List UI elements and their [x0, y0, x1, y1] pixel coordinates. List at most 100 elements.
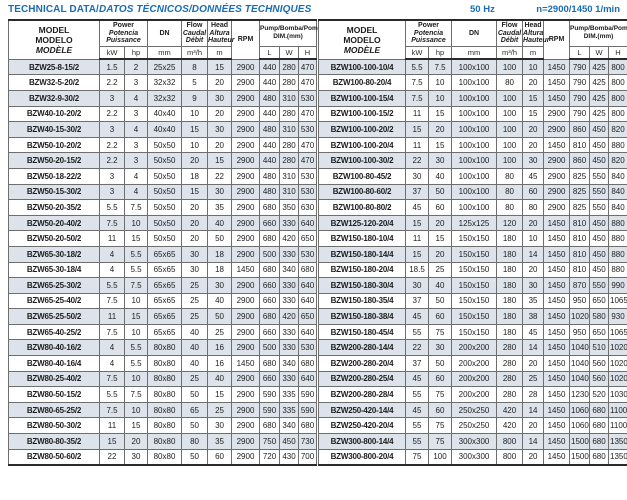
value-cell: 550 [589, 183, 610, 201]
value-cell: 1020 [608, 339, 627, 357]
value-cell: 280 [279, 105, 300, 123]
table-row: BZW150-180-14/4 15 20 150x150 180 14 1450 810 45… [318, 245, 627, 263]
value-cell: 1450 [543, 245, 571, 263]
col-rpm: RPM [231, 19, 261, 60]
table-row: BZW250-420-20/4 55 75 250x250 420 20 1450 1060 6… [318, 417, 627, 435]
value-cell: 11 [99, 230, 125, 247]
page-title-english: TECHNICAL DATA/ [8, 4, 99, 15]
value-cell: 22 [99, 448, 125, 466]
value-cell: 2 [123, 58, 149, 76]
table-row: BZW65-25-30/2 5.5 7.5 65x65 25 30 2900 660 330 64… [8, 277, 318, 294]
value-cell: 2900 [543, 105, 571, 123]
value-cell: 2900 [231, 152, 261, 169]
value-cell: 2900 [231, 136, 261, 154]
col-head-en: Head [524, 22, 542, 29]
model-cell: BZW65-30-18/2 [8, 245, 100, 263]
value-cell: 30 [207, 277, 233, 294]
col-model-es: MODELO [35, 34, 73, 45]
col-model: MODEL MODELO MODÈLE [8, 19, 100, 60]
col-dim-line2: DIM.(mm) [273, 33, 303, 41]
value-cell: 550 [589, 277, 610, 294]
unit-hp: hp [123, 45, 149, 61]
value-cell: 45 [522, 323, 545, 341]
value-cell: 15 [522, 89, 545, 107]
value-cell: 60 [427, 370, 453, 388]
value-cell: 590 [298, 401, 318, 419]
value-cell: 14 [522, 433, 545, 450]
model-cell: BZW80-25-40/2 [8, 370, 100, 388]
value-cell: 75 [427, 417, 453, 435]
model-cell: BZW100-100-20/2 [318, 121, 406, 138]
value-cell: 2900 [543, 152, 571, 169]
col-power-en: Power [418, 22, 440, 29]
value-cell: 860 [569, 121, 591, 138]
value-cell: 2900 [231, 370, 261, 388]
table-row: BZW65-30-18/2 4 5.5 65x65 30 18 2900 500 330 530 [8, 245, 318, 263]
col-dn-label: DN [468, 29, 480, 37]
value-cell: 20 [181, 152, 209, 169]
value-cell: 2900 [543, 121, 571, 138]
value-cell: 880 [608, 136, 627, 154]
value-cell: 1450 [543, 448, 571, 466]
value-cell: 3 [99, 167, 125, 185]
value-cell: 1040 [569, 355, 591, 372]
value-cell: 1230 [569, 386, 591, 403]
value-cell: 790 [569, 105, 591, 123]
unit-mm: mm [451, 45, 498, 61]
value-cell: 825 [569, 183, 591, 201]
value-cell: 440 [259, 58, 281, 76]
value-cell: 530 [298, 245, 318, 263]
value-cell: 30 [123, 448, 149, 466]
value-cell: 2.2 [99, 105, 125, 123]
unit-kw: kW [99, 45, 125, 61]
value-cell: 14 [522, 245, 545, 263]
value-cell: 10 [123, 323, 149, 341]
value-cell: 120 [496, 214, 524, 232]
value-cell: 180 [496, 245, 524, 263]
value-cell: 660 [259, 370, 281, 388]
value-cell: 20 [522, 448, 545, 466]
value-cell: 1060 [569, 417, 591, 435]
value-cell: 420 [279, 230, 300, 247]
value-cell: 310 [279, 183, 300, 201]
value-cell: 2900 [231, 401, 261, 419]
value-cell: 4 [123, 89, 149, 107]
model-cell: BZW100-80-80/2 [318, 199, 406, 216]
value-cell: 2900 [231, 433, 261, 450]
value-cell: 60 [427, 199, 453, 216]
table-row: BZW100-80-60/2 37 50 100x100 80 60 2900 825 550 8… [318, 183, 627, 201]
model-cell: BZW100-100-15/4 [318, 89, 406, 107]
model-cell: BZW200-280-28/4 [318, 386, 406, 403]
value-cell: 480 [259, 89, 281, 107]
value-cell: 20 [522, 136, 545, 154]
value-cell: 100 [496, 121, 524, 138]
value-cell: 30 [207, 121, 233, 138]
table-row: BZW200-280-25/4 45 60 200x200 280 25 1450 1040 5… [318, 370, 627, 388]
value-cell: 30 [427, 339, 453, 357]
model-cell: BZW100-80-60/2 [318, 183, 406, 201]
value-cell: 20 [207, 136, 233, 154]
value-cell: 5.5 [123, 339, 149, 357]
value-cell: 5.5 [405, 58, 429, 76]
col-model-fr: MODÈLE [35, 44, 73, 55]
value-cell: 100x100 [451, 199, 498, 216]
value-cell: 100 [496, 89, 524, 107]
value-cell: 50x50 [147, 183, 183, 201]
value-cell: 40 [427, 277, 453, 294]
value-cell: 50x50 [147, 230, 183, 247]
table-row: BZW100-80-80/2 45 60 100x100 80 80 2900 825 550 8… [318, 199, 627, 216]
value-cell: 1450 [543, 292, 571, 310]
value-cell: 530 [298, 121, 318, 138]
value-cell: 450 [589, 121, 610, 138]
value-cell: 2900 [231, 183, 261, 201]
value-cell: 310 [279, 89, 300, 107]
value-cell: 2900 [543, 183, 571, 201]
value-cell: 280 [496, 355, 524, 372]
value-cell: 790 [569, 74, 591, 91]
value-cell: 75 [427, 433, 453, 450]
table-row: BZW100-80-45/2 30 40 100x100 80 45 2900 825 550 8… [318, 167, 627, 185]
value-cell: 4 [99, 339, 125, 357]
value-cell: 2900 [231, 417, 261, 435]
value-cell: 30 [181, 245, 209, 263]
table-row: BZW150-180-35/4 37 50 150x150 180 35 1450 950 65… [318, 292, 627, 310]
